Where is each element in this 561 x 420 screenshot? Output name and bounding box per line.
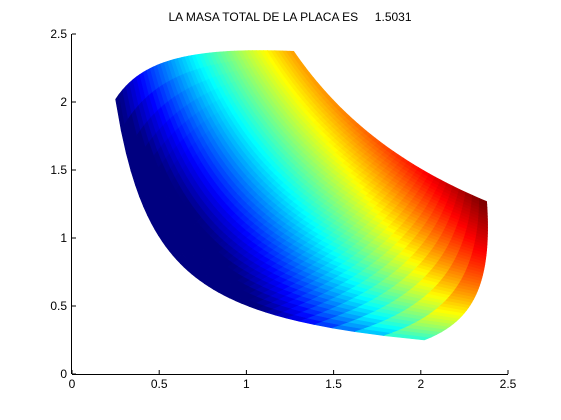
x-tick-label: 2.5 bbox=[500, 377, 517, 391]
y-tick-label: 2 bbox=[60, 95, 67, 109]
y-tick-label: 2.5 bbox=[50, 27, 67, 41]
x-axis: 0 0.5 1 1.5 2 2.5 bbox=[69, 370, 517, 391]
x-tick-label: 0.5 bbox=[151, 377, 168, 391]
surface-cell bbox=[479, 197, 488, 205]
y-tick-label: 1 bbox=[60, 231, 67, 245]
y-tick-label: 0.5 bbox=[50, 299, 67, 313]
x-tick-label: 1 bbox=[243, 377, 250, 391]
chart-title: LA MASA TOTAL DE LA PLACA ES 1.5031 bbox=[168, 10, 411, 24]
plate-surface bbox=[115, 50, 488, 341]
x-tick-label: 1.5 bbox=[325, 377, 342, 391]
y-tick-label: 0 bbox=[60, 367, 67, 381]
y-axis: 0 0.5 1 1.5 2 2.5 bbox=[50, 27, 76, 381]
y-tick-label: 1.5 bbox=[50, 163, 67, 177]
x-tick-label: 2 bbox=[417, 377, 424, 391]
x-tick-label: 0 bbox=[69, 377, 76, 391]
